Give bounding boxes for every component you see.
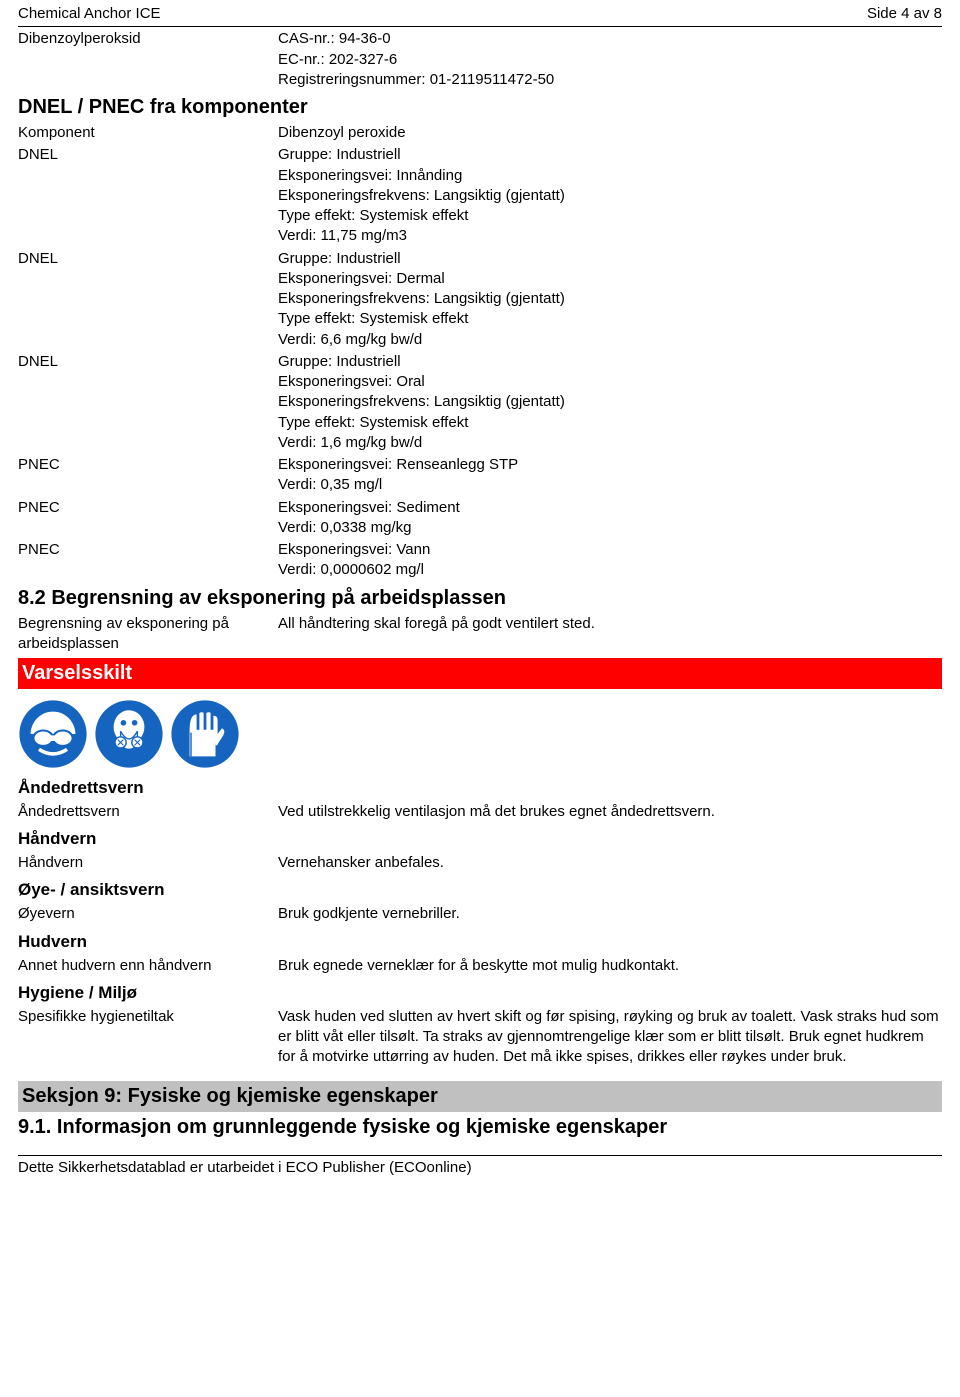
page-footer: Dette Sikkerhetsdatablad er utarbeidet i… (18, 1155, 942, 1178)
dnel-line: Eksponeringsfrekvens: Langsiktig (gjenta… (278, 392, 942, 412)
exposure-limit-label: Begrensning av eksponering på arbeidspla… (18, 614, 278, 655)
pnec-line: Verdi: 0,0338 mg/kg (278, 518, 942, 538)
eye-value: Bruk godkjente vernebriller. (278, 904, 942, 924)
eye-label: Øyevern (18, 904, 278, 924)
page-number: Side 4 av 8 (867, 4, 942, 24)
respirator-icon (94, 699, 164, 769)
dnel-line: Eksponeringsfrekvens: Langsiktig (gjenta… (278, 186, 942, 206)
dnel-line: Gruppe: Industriell (278, 249, 942, 269)
dnel-line: Type effekt: Systemisk effekt (278, 309, 942, 329)
registration-number: Registreringsnummer: 01-2119511472-50 (278, 70, 942, 90)
dnel-block: Gruppe: Industriell Eksponeringsvei: Ora… (278, 352, 942, 453)
pnec-block: Eksponeringsvei: Vann Verdi: 0,0000602 m… (278, 540, 942, 581)
hand-label: Håndvern (18, 853, 278, 873)
skin-heading: Hudvern (18, 931, 942, 954)
dnel-pnec-heading: DNEL / PNEC fra komponenter (18, 94, 942, 121)
page-header: Chemical Anchor ICE Side 4 av 8 (18, 0, 942, 27)
dnel-line: Gruppe: Industriell (278, 145, 942, 165)
dnel-line: Verdi: 6,6 mg/kg bw/d (278, 330, 942, 350)
section-9-1-heading: 9.1. Informasjon om grunnleggende fysisk… (18, 1114, 942, 1141)
dnel-line: Eksponeringsfrekvens: Langsiktig (gjenta… (278, 289, 942, 309)
pnec-line: Verdi: 0,0000602 mg/l (278, 560, 942, 580)
pnec-line: Eksponeringsvei: Vann (278, 540, 942, 560)
pnec-block: Eksponeringsvei: Renseanlegg STP Verdi: … (278, 455, 942, 496)
hygiene-value: Vask huden ved slutten av hvert skift og… (278, 1007, 942, 1068)
dnel-block: Gruppe: Industriell Eksponeringsvei: Inn… (278, 145, 942, 246)
dnel-line: Type effekt: Systemisk effekt (278, 413, 942, 433)
respiratory-value: Ved utilstrekkelig ventilasjon må det br… (278, 802, 942, 822)
pnec-label: PNEC (18, 455, 278, 496)
eye-heading: Øye- / ansiktsvern (18, 879, 942, 902)
component-label: Komponent (18, 123, 278, 143)
dnel-line: Gruppe: Industriell (278, 352, 942, 372)
warning-signs-heading: Varselsskilt (18, 658, 942, 689)
pnec-line: Eksponeringsvei: Renseanlegg STP (278, 455, 942, 475)
dnel-block: Gruppe: Industriell Eksponeringsvei: Der… (278, 249, 942, 350)
dnel-line: Eksponeringsvei: Dermal (278, 269, 942, 289)
respiratory-heading: Åndedrettsvern (18, 777, 942, 800)
goggles-icon (18, 699, 88, 769)
substance-ids: CAS-nr.: 94-36-0 EC-nr.: 202-327-6 Regis… (278, 29, 942, 90)
skin-value: Bruk egnede verneklær for å beskytte mot… (278, 956, 942, 976)
pnec-block: Eksponeringsvei: Sediment Verdi: 0,0338 … (278, 498, 942, 539)
component-value: Dibenzoyl peroxide (278, 123, 942, 143)
section-8-2-heading: 8.2 Begrensning av eksponering på arbeid… (18, 585, 942, 612)
ppe-icons (18, 699, 942, 769)
product-name: Chemical Anchor ICE (18, 4, 161, 24)
dnel-label: DNEL (18, 145, 278, 246)
dnel-line: Eksponeringsvei: Innånding (278, 166, 942, 186)
hygiene-label: Spesifikke hygienetiltak (18, 1007, 278, 1068)
hygiene-heading: Hygiene / Miljø (18, 982, 942, 1005)
dnel-line: Verdi: 11,75 mg/m3 (278, 226, 942, 246)
pnec-line: Eksponeringsvei: Sediment (278, 498, 942, 518)
gloves-icon (170, 699, 240, 769)
dnel-label: DNEL (18, 352, 278, 453)
pnec-line: Verdi: 0,35 mg/l (278, 475, 942, 495)
hand-heading: Håndvern (18, 828, 942, 851)
pnec-label: PNEC (18, 540, 278, 581)
cas-number: CAS-nr.: 94-36-0 (278, 29, 942, 49)
ec-number: EC-nr.: 202-327-6 (278, 50, 942, 70)
substance-label: Dibenzoylperoksid (18, 29, 278, 90)
section-9-heading: Seksjon 9: Fysiske og kjemiske egenskape… (18, 1081, 942, 1112)
skin-label: Annet hudvern enn håndvern (18, 956, 278, 976)
dnel-line: Verdi: 1,6 mg/kg bw/d (278, 433, 942, 453)
dnel-line: Type effekt: Systemisk effekt (278, 206, 942, 226)
exposure-limit-value: All håndtering skal foregå på godt venti… (278, 614, 942, 655)
dnel-label: DNEL (18, 249, 278, 350)
respiratory-label: Åndedrettsvern (18, 802, 278, 822)
dnel-line: Eksponeringsvei: Oral (278, 372, 942, 392)
hand-value: Vernehansker anbefales. (278, 853, 942, 873)
pnec-label: PNEC (18, 498, 278, 539)
